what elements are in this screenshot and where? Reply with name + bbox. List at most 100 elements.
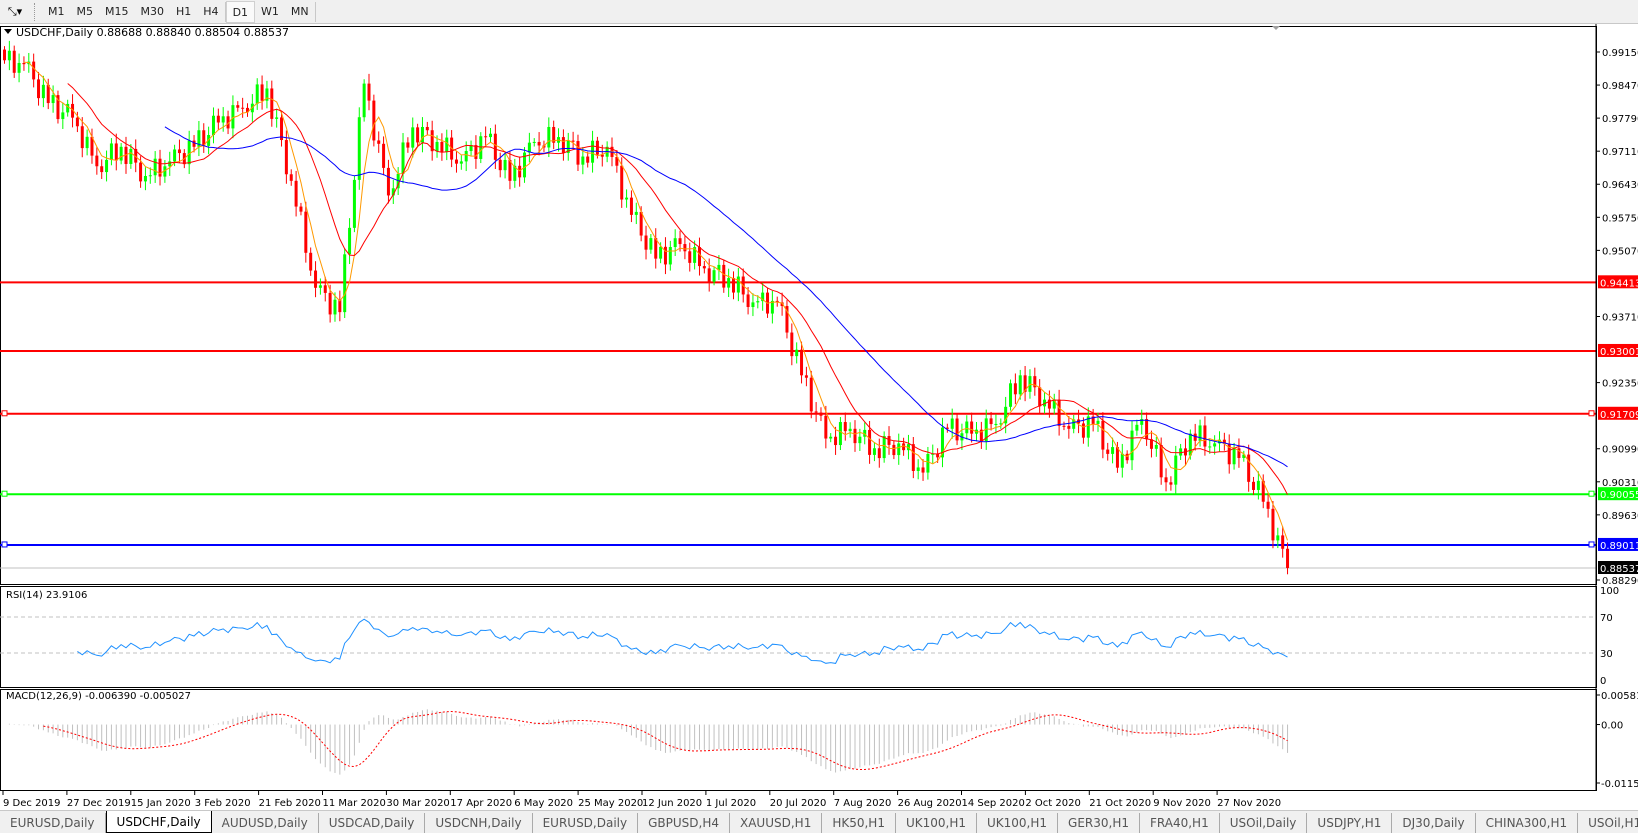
candle-body	[464, 151, 468, 162]
candle-body	[216, 115, 220, 123]
candle-body	[897, 443, 901, 456]
candle-body	[158, 158, 162, 177]
date-tick-label: 27 Dec 2019	[67, 798, 131, 809]
collapse-triangle-icon[interactable]	[4, 29, 12, 34]
chart-tab[interactable]: CHINA300,H1	[1476, 813, 1579, 833]
date-tick-label: 15 Jan 2020	[131, 798, 191, 809]
candle-body	[406, 142, 410, 148]
candle-body	[712, 270, 716, 282]
candle-body	[401, 142, 405, 174]
candle-body	[1232, 448, 1236, 465]
timeframe-h4[interactable]: H4	[203, 4, 219, 18]
chart-tab[interactable]: DJ30,Daily	[1392, 813, 1476, 833]
candle-body	[22, 62, 26, 65]
price-label-bg	[1598, 275, 1638, 289]
toolbar-grip[interactable]	[34, 2, 38, 21]
candle-body	[552, 126, 556, 143]
candle-body	[722, 264, 726, 288]
candle-body	[1023, 375, 1027, 392]
chart-tab[interactable]: USDJPY,H1	[1307, 813, 1393, 833]
candle-body	[484, 136, 488, 138]
price-label-bg	[1598, 537, 1638, 551]
candle-body	[197, 130, 201, 147]
timeframe-m5[interactable]: M5	[76, 4, 94, 18]
candle-body	[625, 197, 629, 200]
candle-body	[877, 448, 881, 459]
chart-shift-marker-icon[interactable]	[1272, 26, 1280, 30]
chart-tab[interactable]: UK100,H1	[977, 813, 1059, 833]
chart-tab[interactable]: UK100,H1	[896, 813, 977, 833]
chart-tab[interactable]: AUDUSD,Daily	[212, 813, 319, 833]
candle-body	[644, 235, 648, 250]
current-price-label: 0.88537	[1600, 564, 1638, 575]
candle-body	[532, 141, 536, 143]
candle-body	[1237, 448, 1241, 458]
timeframe-mn[interactable]: MN	[290, 4, 309, 18]
candle-body	[1159, 444, 1163, 478]
date-tick-label: 3 Feb 2020	[195, 798, 251, 809]
candle-body	[887, 436, 891, 445]
candle-body	[984, 418, 988, 442]
line-anchor-handle[interactable]	[1588, 410, 1595, 417]
candle-body	[945, 427, 949, 429]
candle-body	[498, 159, 502, 171]
rsi-axis-label: 70	[1600, 613, 1613, 624]
candle-body	[265, 88, 269, 101]
line-anchor-handle[interactable]	[1, 410, 8, 417]
timeframe-w1[interactable]: W1	[261, 4, 279, 18]
timeframe-m15[interactable]: M15	[105, 4, 129, 18]
chart-tab[interactable]: EURUSD,Daily	[533, 813, 639, 833]
candle-body	[148, 175, 152, 177]
line-tool-icon[interactable]: ⤡▾	[7, 4, 23, 18]
candle-body	[489, 133, 492, 138]
chart-tab[interactable]: USDCNH,Daily	[425, 813, 533, 833]
candle-body	[591, 140, 595, 163]
timeframe-d1[interactable]: D1	[225, 0, 256, 23]
price-label-bg	[1598, 406, 1638, 420]
chart-tab[interactable]: FRA40,H1	[1140, 813, 1220, 833]
candle-body	[1004, 406, 1008, 424]
candle-body	[85, 136, 89, 149]
candle-body	[693, 247, 697, 263]
chart-tab[interactable]: EURUSD,Daily	[0, 813, 106, 833]
chart-tab[interactable]: USDCHF,Daily	[105, 811, 212, 833]
chart-tab[interactable]: USOil,Daily	[1220, 813, 1308, 833]
line-anchor-handle[interactable]	[1588, 541, 1595, 548]
candle-body	[17, 62, 21, 73]
chart-tab[interactable]: USDCAD,Daily	[319, 813, 426, 833]
candle-body	[304, 211, 308, 253]
chart-tab[interactable]: HK50,H1	[822, 813, 896, 833]
candle-body	[1286, 548, 1290, 569]
candle-body	[940, 427, 944, 458]
candle-body	[999, 423, 1003, 425]
timeframe-m1[interactable]: M1	[48, 4, 65, 18]
line-anchor-handle[interactable]	[1, 490, 8, 497]
chart-window[interactable]: 0.94413 0.93001 0.91709 0.90055 0.89011 0.991…	[0, 24, 1638, 810]
candle-body	[372, 100, 376, 141]
candle-body	[513, 165, 517, 181]
chart-tab[interactable]: USOil,H1	[1578, 813, 1638, 833]
candle-body	[1198, 425, 1202, 441]
candle-body	[416, 127, 420, 143]
candle-body	[1222, 439, 1226, 444]
line-anchor-handle[interactable]	[1, 541, 8, 548]
chart-tab[interactable]: XAUUSD,H1	[730, 813, 823, 833]
timeframe-h1[interactable]: H1	[176, 4, 192, 18]
chart-tab[interactable]: GBPUSD,H4	[638, 813, 730, 833]
candle-body	[508, 159, 512, 181]
chart-tab[interactable]: GER30,H1	[1058, 813, 1140, 833]
line-anchor-handle[interactable]	[1588, 490, 1595, 497]
candle-body	[746, 294, 750, 308]
candle-body	[454, 159, 458, 164]
candle-body	[527, 142, 531, 153]
timeframe-m30[interactable]: M30	[140, 4, 165, 18]
rsi-label: RSI(14) 23.9106	[6, 590, 87, 601]
candle-body	[921, 467, 925, 473]
candle-body	[1106, 449, 1110, 454]
candle-body	[1052, 399, 1056, 409]
candle-body	[231, 105, 235, 129]
chart-canvas[interactable]: 0.94413 0.93001 0.91709 0.90055 0.89011 0.991…	[0, 24, 1638, 810]
candle-body	[1038, 387, 1042, 407]
date-tick-label: 1 Jul 2020	[706, 798, 756, 809]
